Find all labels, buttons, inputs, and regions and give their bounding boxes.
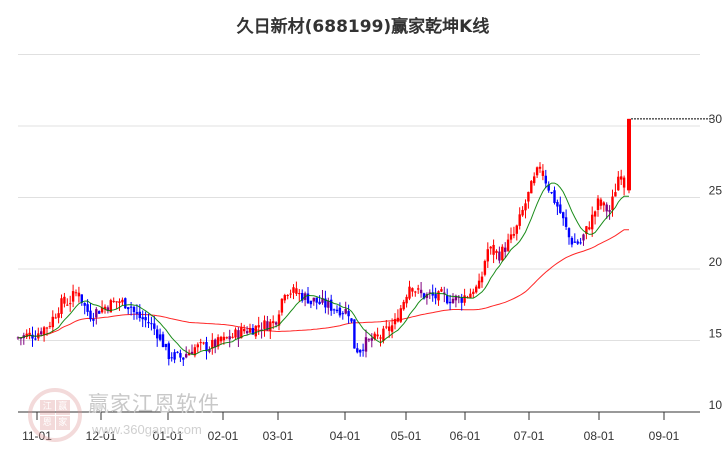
watermark-url: www.360gann.com [92,422,202,437]
ma-short-line [17,182,629,356]
grid-lines [18,54,700,341]
watermark-logo-icon: 江 赢 恩 家 [28,388,82,442]
svg-text:05-01: 05-01 [391,429,422,443]
svg-text:15: 15 [709,327,723,341]
svg-text:02-01: 02-01 [208,429,239,443]
chart-title: 久日新材(688199)赢家乾坤K线 [236,17,490,37]
svg-text:01-01: 01-01 [153,429,184,443]
svg-text:30: 30 [709,112,723,126]
svg-text:10: 10 [709,398,723,412]
ma-long-line [17,229,629,339]
candles [16,118,631,366]
svg-text:08-01: 08-01 [584,429,615,443]
svg-text:20: 20 [709,255,723,269]
svg-text:07-01: 07-01 [514,429,545,443]
logo-char: 赢 [55,400,70,415]
svg-text:09-01: 09-01 [649,429,680,443]
logo-char: 江 [40,400,55,415]
svg-text:04-01: 04-01 [330,429,361,443]
svg-text:06-01: 06-01 [450,429,481,443]
logo-char: 家 [55,415,70,430]
logo-char: 恩 [40,415,55,430]
y-axis-labels: 10 15 20 25 30 [709,112,723,412]
svg-text:25: 25 [709,184,723,198]
svg-text:12-01: 12-01 [86,429,117,443]
svg-text:03-01: 03-01 [263,429,294,443]
watermark-brand: 赢家江恩软件 [88,392,220,416]
